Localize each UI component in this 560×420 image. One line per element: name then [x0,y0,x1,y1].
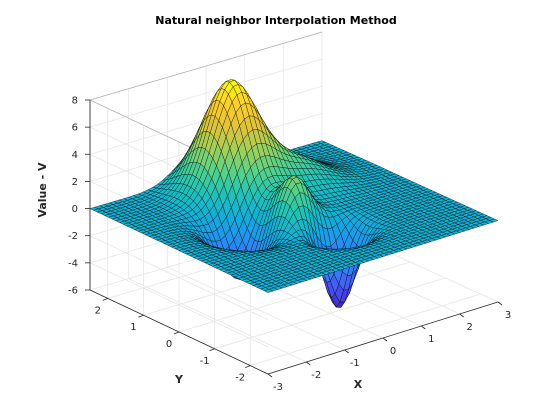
x-tick-mark [344,349,349,354]
y-tick-label: 2 [95,305,101,316]
y-tick-label: 0 [166,339,172,350]
z-tick-label: 2 [72,177,78,188]
y-axis-label: Y [174,373,184,386]
tick-labels: -3 -2 -1 0 1 2 3 -2 -1 0 1 2 -6 -4 -2 0 2 4 6 8 [68,96,511,394]
chart-title: Natural neighbor Interpolation Method [155,14,396,27]
x-tick-label: 1 [428,334,434,345]
x-tick-label: 0 [390,346,396,357]
z-tick-label: 0 [72,204,78,215]
z-axis-label: Value - V [36,162,49,218]
surface-mesh [89,79,499,308]
y-tick-mark [102,298,108,301]
surface-patch [263,289,274,293]
z-tick-label: -4 [68,258,78,269]
x-tick-mark [497,301,503,306]
z-tick-label: -6 [68,286,78,297]
x-tick-mark [382,337,388,342]
x-axis-label: X [354,378,363,391]
x-tick-mark [306,361,311,366]
x-tick-mark [267,373,273,378]
z-tick-label: 8 [72,96,78,107]
x-tick-mark [459,313,464,318]
x-tick-label: -3 [273,382,283,393]
y-tick-mark [138,314,144,318]
x-tick-mark [421,325,426,330]
x-tick-label: 2 [467,322,473,333]
y-tick-mark [245,365,251,368]
y-tick-label: -2 [235,373,245,384]
x-tick-label: -2 [311,370,321,381]
x-tick-label: -1 [350,358,360,369]
x-tick-label: 3 [505,310,511,321]
y-tick-mark [173,331,180,335]
y-tick-label: -1 [200,356,210,367]
y-tick-mark [209,348,215,352]
z-tick-label: -2 [68,231,78,242]
y-tick-label: 1 [130,322,136,333]
z-tick-label: 6 [72,123,78,134]
z-tick-label: 4 [72,150,78,161]
